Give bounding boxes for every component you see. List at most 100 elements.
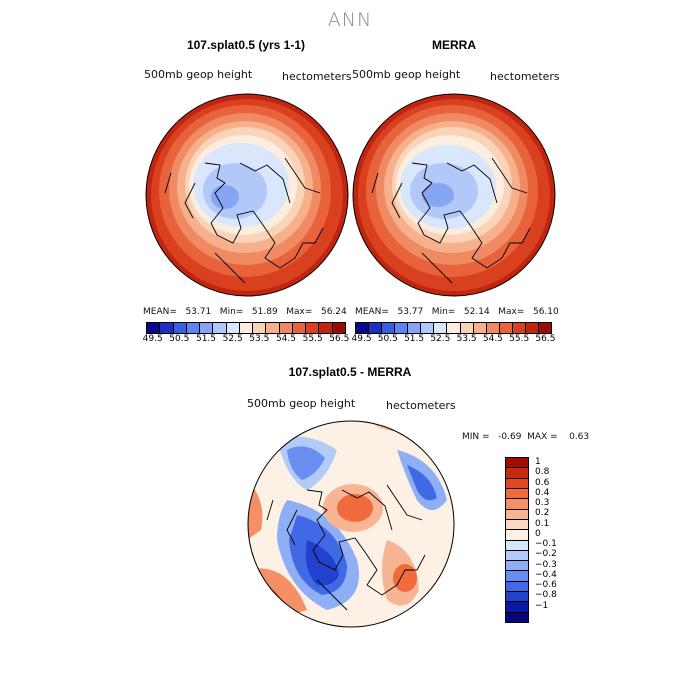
colorbar-tick-label: 51.5 [404,334,425,344]
panel-title-diff: 107.splat0.5 - MERRA [288,365,412,379]
colorbar-swatch [447,323,461,333]
colorbar-tick-label: 0 [535,528,541,539]
colorbar-tick-label: −0.4 [535,569,557,580]
colorbar-swatch [506,540,528,551]
field-label-obs: 500mb geop height [352,68,461,81]
colorbar-swatch [147,323,161,333]
colorbar-swatch [506,519,528,531]
colorbar-tick-label: 0.1 [535,518,550,529]
colorbar-tick-label: −0.8 [535,590,557,601]
contour-band [393,564,417,592]
colorbar-tick-label: −0.2 [535,549,557,560]
colorbar-tick-label: 55.5 [302,334,323,344]
colorbar-swatch [173,323,187,333]
polar-map-obs [352,93,556,297]
colorbar-swatch [395,323,409,333]
colorbar-swatch [506,571,528,582]
map-boundary [247,420,455,628]
colorbar-swatch [506,561,528,572]
colorbar-swatch [460,323,474,333]
colorbar-labels: 49.5 50.5 51.5 52.5 53.5 54.5 55.5 56.5 [142,334,350,346]
colorbar-tick-label: −0.1 [535,539,557,550]
colorbar-swatch [306,323,320,333]
contour-band [211,185,239,209]
colorbar-tick-label: 51.5 [195,334,217,344]
colorbar-tick-label: 49.5 [351,334,372,344]
colorbar-labels: 49.5 50.5 51.5 52.5 53.5 54.5 55.5 56.5 [351,334,556,346]
units-label-model: hectometers [282,70,352,83]
colorbar-swatch [506,581,528,593]
colorbar-swatch [506,602,528,613]
stats-obs: MEAN= 53.77 Min= 52.14 Max= 56.10 [355,307,559,317]
colorbar-tick-label: 53.5 [249,334,270,344]
colorbar-tick-label: 0.3 [535,498,550,509]
colorbar-swatch [332,323,345,333]
colorbar-swatch [421,323,435,333]
colorbar-swatch [525,323,539,333]
colorbar-swatch [213,323,227,333]
colorbar-swatch [506,478,528,489]
colorbar-tick-label: 50.5 [377,334,398,344]
colorbar-tick-label: 49.5 [142,334,163,344]
units-label-obs: hectometers [490,70,560,83]
colorbar-tick-label: 52.5 [430,334,451,344]
colorbar-swatch [186,323,201,333]
panel-title-obs: MERRA [432,38,476,52]
colorbar-swatch [279,323,293,333]
colorbar-swatch [160,323,174,333]
colorbar-swatch [506,458,528,469]
colorbar-swatch [512,323,526,333]
colorbar-tick-label: 0.6 [535,477,550,488]
panel-title-model: 107.splat0.5 (yrs 1-1) [186,38,306,52]
colorbar-swatch [239,323,254,333]
colorbar-tick-label: 0.4 [535,487,550,498]
contour-band [337,494,373,522]
map-boundary [145,93,349,297]
colorbar-swatch [382,323,396,333]
contour-band [287,446,325,480]
colorbar-tick-label: 53.5 [456,334,477,344]
colorbar-tick-label: 0.2 [535,508,550,519]
colorbar-swatch [499,323,513,333]
colorbar-swatch [506,488,528,500]
coastline [371,157,531,284]
colorbar-swatch [538,323,551,333]
colorbar-tick-label: 52.5 [222,334,243,344]
units-label-diff: hectometers [386,399,456,412]
coastline [164,157,324,284]
colorbar-strip [146,322,346,334]
colorbar-swatch [226,323,240,333]
contour-band [407,465,437,501]
stats-model: MEAN= 53.71 Min= 51.89 Max= 56.24 [143,307,347,317]
colorbar-tick-label: −0.3 [535,559,557,570]
colorbar-swatch [506,530,528,541]
colorbar-swatch [369,323,383,333]
colorbar-swatch [266,323,280,333]
colorbar-swatch [473,323,487,333]
colorbar-swatch [506,468,528,479]
polar-map-diff [247,420,455,628]
map-boundary [352,93,556,297]
colorbar-obs: 49.5 50.5 51.5 52.5 53.5 54.5 55.5 56.5 [351,322,556,346]
colorbar-tick-label: 54.5 [275,334,297,344]
colorbar-model: 49.5 50.5 51.5 52.5 53.5 54.5 55.5 56.5 [142,322,350,346]
colorbar-swatch [506,550,528,562]
colorbar-swatch [319,323,333,333]
colorbar-labels: 1 0.8 0.6 0.4 0.3 0.2 0.1 0 −0.1 −0.2 −0.3 −0.4 −0.6… [535,457,575,621]
colorbar-swatch [434,323,448,333]
colorbar-swatch [292,323,307,333]
colorbar-swatch [506,509,528,520]
colorbar-diff [505,457,529,623]
contour-band [422,183,454,207]
colorbar-swatch [253,323,267,333]
colorbar-tick-label: 55.5 [509,334,530,344]
colorbar-tick-label: 1 [535,457,541,468]
colorbar-strip [505,457,529,623]
colorbar-swatch [200,323,214,333]
colorbar-tick-label: −1 [535,600,549,611]
polar-map-model [145,93,349,297]
colorbar-swatch [356,323,370,333]
coastline [266,484,426,611]
colorbar-swatch [486,323,500,333]
colorbar-tick-label: 50.5 [169,334,190,344]
